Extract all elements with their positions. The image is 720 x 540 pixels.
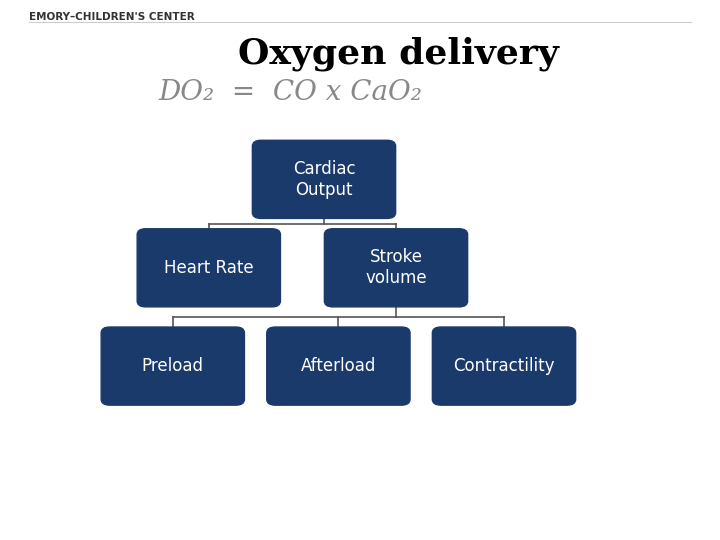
Text: Oxygen delivery: Oxygen delivery [238, 37, 559, 71]
Text: Contractility: Contractility [454, 357, 554, 375]
Text: Afterload: Afterload [301, 357, 376, 375]
FancyBboxPatch shape [101, 327, 244, 405]
Text: DO₂  =  CO x CaO₂: DO₂ = CO x CaO₂ [158, 79, 422, 106]
FancyBboxPatch shape [324, 229, 468, 307]
Text: 13: 13 [29, 508, 60, 528]
Text: Preload: Preload [142, 357, 204, 375]
FancyBboxPatch shape [253, 140, 396, 218]
FancyBboxPatch shape [432, 327, 575, 405]
Text: Cardiac
Output: Cardiac Output [293, 160, 355, 199]
Text: EMORY–CHILDREN'S CENTER: EMORY–CHILDREN'S CENTER [29, 12, 194, 22]
Text: Stroke
volume: Stroke volume [365, 248, 427, 287]
FancyBboxPatch shape [137, 229, 280, 307]
FancyBboxPatch shape [266, 327, 410, 405]
Text: Heart Rate: Heart Rate [164, 259, 253, 277]
